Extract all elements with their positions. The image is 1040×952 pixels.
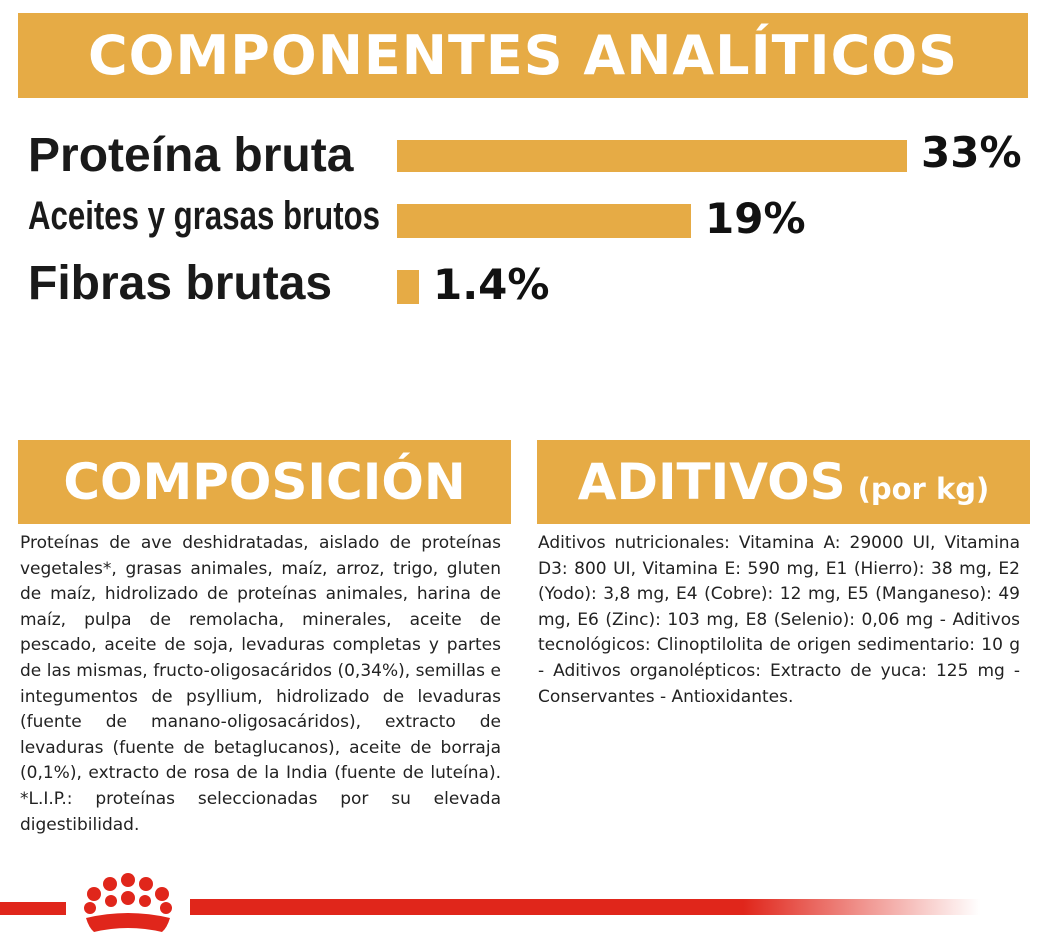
composicion-text: Proteínas de ave deshidratadas, aislado … xyxy=(20,533,501,835)
value-fibras: 1.4% xyxy=(433,260,550,309)
composicion-title: COMPOSICIÓN xyxy=(63,453,466,511)
row-label-fibras: Fibras brutas xyxy=(28,257,333,310)
analiticos-banner: COMPONENTES ANALÍTICOS xyxy=(18,13,1028,98)
aditivos-title: ADITIVOS xyxy=(577,453,846,511)
aditivos-text: Aditivos nutricionales: Vitamina A: 2900… xyxy=(538,533,1020,707)
aditivos-banner: ADITIVOS (por kg) xyxy=(537,440,1030,524)
footer-red-line-left xyxy=(0,902,66,915)
bar-aceites xyxy=(397,204,691,238)
value-aceites: 19% xyxy=(705,194,806,243)
value-proteina: 33% xyxy=(921,128,1022,177)
aditivos-title-suffix: (por kg) xyxy=(857,472,990,506)
bar-fibras xyxy=(397,270,419,304)
analiticos-title: COMPONENTES ANALÍTICOS xyxy=(87,24,959,87)
row-label-aceites: Aceites y grasas brutos xyxy=(28,194,381,238)
row-label-proteina: Proteína bruta xyxy=(28,129,354,182)
bar-proteina xyxy=(397,140,907,172)
composicion-banner: COMPOSICIÓN xyxy=(18,440,511,524)
footer-red-line-right xyxy=(190,899,980,915)
royal-canin-crown-icon xyxy=(66,868,190,948)
